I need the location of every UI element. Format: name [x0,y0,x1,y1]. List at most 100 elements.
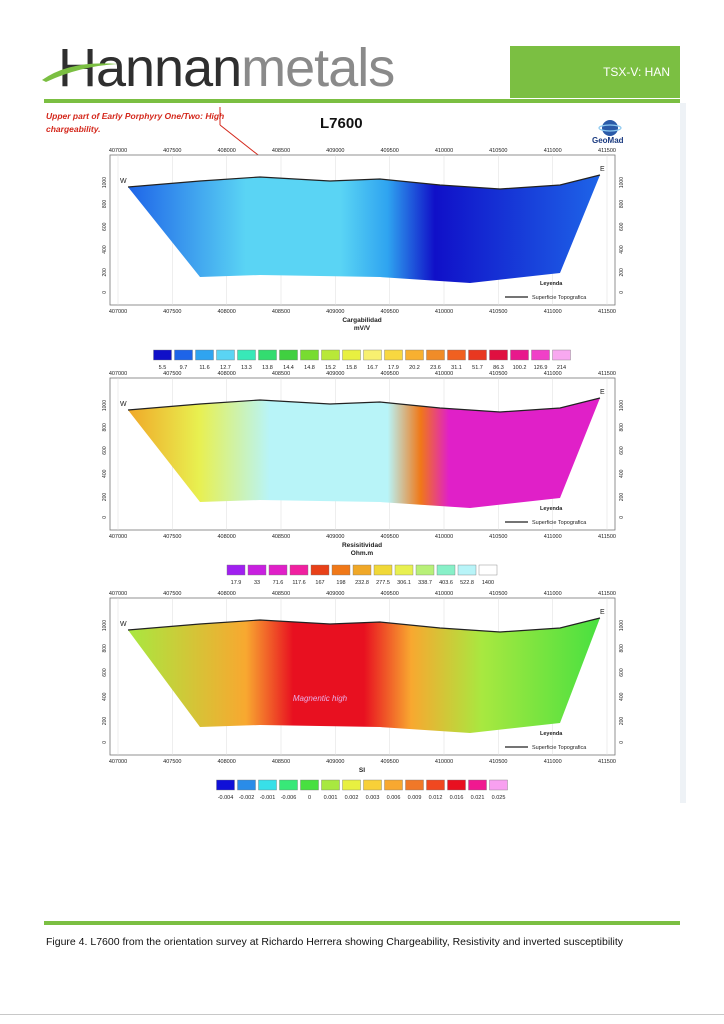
y-tick-left: 1000 [102,177,108,188]
x-tick-top: 410000 [435,371,453,377]
y-tick-left: 1000 [102,620,108,631]
y-tick-left: 400 [102,245,108,254]
x-tick-bottom: 409000 [326,759,344,765]
scale-value: 86.3 [493,365,504,371]
x-tick-top: 407500 [163,148,181,154]
y-tick-right: 0 [619,516,625,519]
scale-value: 5.5 [159,365,167,371]
magnetic-high-label: Magnentic high [293,694,348,703]
x-tick-bottom: 407000 [109,534,127,540]
color-swatch [510,349,529,361]
y-tick-right: 0 [619,741,625,744]
scale-value: -0.002 [239,795,255,801]
west-label: W [120,401,127,408]
scale-value: 23.6 [430,365,441,371]
legend-title: Leyenda [540,506,563,512]
color-swatch [447,349,466,361]
ticker-banner [510,46,680,98]
x-tick-bottom: 409500 [380,759,398,765]
geomad-logo: GeoMad [588,118,632,148]
color-swatch [279,349,298,361]
color-swatch [363,349,382,361]
x-tick-top: 409500 [380,148,398,154]
scale-value: 232.8 [355,580,369,586]
figure-caption: Figure 4. L7600 from the orientation sur… [46,936,623,948]
west-label: W [120,621,127,628]
ticker-label: TSX-V: HAN [603,65,670,79]
y-tick-left: 600 [102,668,108,677]
scale-value: 306.1 [397,580,411,586]
x-tick-top: 411500 [598,371,616,377]
scale-unit: mV/V [354,325,371,332]
x-tick-top: 411000 [544,371,562,377]
scale-value: 338.7 [418,580,432,586]
color-swatch [216,349,235,361]
scale-value: 12.7 [220,365,231,371]
color-swatch [268,564,288,576]
x-tick-bottom: 411000 [544,309,562,315]
x-tick-top: 407500 [163,591,181,597]
y-tick-left: 200 [102,268,108,277]
geophysics-sections: 407000 407000 407500 407500 408000 408000 4085… [102,148,625,801]
x-tick-top: 407000 [109,371,127,377]
scale-value: 31.1 [451,365,462,371]
color-swatch [174,349,193,361]
scale-value: 16.7 [367,365,378,371]
y-tick-left: 800 [102,200,108,209]
color-swatch [531,349,550,361]
y-tick-right: 600 [619,446,625,455]
x-tick-top: 410500 [489,591,507,597]
scale-value: 0.012 [429,795,443,801]
legend-title: Leyenda [540,731,563,737]
y-tick-right: 400 [619,692,625,701]
color-swatch [394,564,414,576]
x-tick-bottom: 409500 [380,534,398,540]
east-label: E [600,389,605,396]
color-swatch [342,779,361,791]
east-label: E [600,166,605,173]
y-tick-left: 600 [102,222,108,231]
x-tick-bottom: 408000 [217,534,235,540]
color-swatch [478,564,498,576]
x-tick-bottom: 410000 [435,759,453,765]
logo-light-text: metals [241,38,395,98]
y-tick-right: 200 [619,268,625,277]
x-tick-top: 409000 [326,371,344,377]
color-swatch [310,564,330,576]
porphyry-annotation: Upper part of Early Porphyry One/Two: Hi… [46,111,225,134]
x-tick-top: 410500 [489,371,507,377]
color-swatch [258,779,277,791]
scale-value: 17.9 [231,580,242,586]
x-tick-bottom: 411500 [598,534,616,540]
page-bottom-line [0,1014,724,1015]
x-tick-bottom: 407000 [109,759,127,765]
x-tick-top: 409000 [326,148,344,154]
x-tick-bottom: 409000 [326,534,344,540]
scale-value: 0 [308,795,311,801]
scale-value: 198 [336,580,345,586]
footer-rule [44,921,680,925]
scale-value: 0.009 [408,795,422,801]
y-tick-right: 200 [619,493,625,502]
x-tick-bottom: 411000 [544,759,562,765]
y-tick-right: 600 [619,668,625,677]
section-body-chargeability [128,175,600,283]
y-tick-right: 200 [619,717,625,726]
topography-line [127,397,601,413]
topography-line [127,174,601,190]
scale-value: 11.6 [199,365,209,371]
color-swatch [300,779,319,791]
color-swatch [331,564,351,576]
scale-unit: Ohm.m [351,550,374,557]
x-tick-top: 408500 [272,371,290,377]
company-logo: Hannanmetals [58,38,395,98]
y-tick-left: 800 [102,423,108,432]
color-swatch [226,564,246,576]
color-swatch [457,564,477,576]
color-swatch [289,564,309,576]
y-tick-right: 400 [619,469,625,478]
scale-value: 15.2 [325,365,336,371]
scale-value: 100.2 [513,365,527,371]
scale-value: 126.9 [534,365,548,371]
color-swatch [405,779,424,791]
